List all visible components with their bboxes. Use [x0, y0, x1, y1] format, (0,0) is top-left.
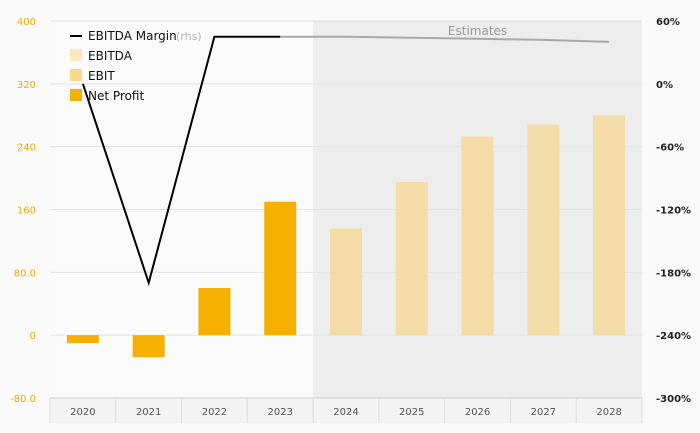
net-profit-bar [264, 201, 297, 336]
y-left-tick-label: 160 [17, 206, 36, 217]
net-profit-bar [330, 228, 362, 336]
x-tick-label: 2028 [596, 407, 621, 418]
y-right-tick-label: -180% [656, 268, 691, 279]
legend-swatch-ebit [70, 69, 82, 81]
x-axis-band [50, 398, 642, 423]
legend-label-ebit: EBIT [88, 69, 115, 83]
y-right-tick-label: -240% [656, 331, 691, 342]
y-right-tick-label: 0% [656, 80, 673, 91]
net-profit-bar [593, 115, 626, 336]
net-profit-bar [461, 136, 494, 336]
x-tick-label: 2020 [70, 407, 95, 418]
x-tick-label: 2021 [136, 407, 161, 418]
x-tick-label: 2023 [267, 407, 292, 418]
legend-label-ebitda-margin: EBITDA Margin [88, 29, 177, 43]
legend-label-net-profit: Net Profit [88, 89, 144, 103]
ebitda-margin-line-estimate [280, 35, 610, 43]
estimates-label: Estimates [448, 24, 507, 38]
y-right-tick-label: -300% [656, 394, 691, 405]
x-tick-label: 2026 [465, 407, 490, 418]
y-left-tick-label: 400 [17, 17, 36, 28]
y-left-tick-label: 80.0 [14, 268, 36, 279]
y-right-tick-label: -120% [656, 206, 691, 217]
y-left-tick-label: 0 [30, 331, 36, 342]
net-profit-bar [66, 335, 99, 344]
x-tick-label: 2027 [531, 407, 556, 418]
y-left-tick-label: -80.0 [10, 394, 36, 405]
x-tick-label: 2024 [333, 407, 358, 418]
x-tick-label: 2025 [399, 407, 424, 418]
y-left-tick-label: 320 [17, 80, 36, 91]
legend-swatch-net-profit [70, 89, 82, 101]
x-tick-label: 2022 [202, 407, 227, 418]
net-profit-bar [527, 124, 560, 336]
y-left-tick-label: 240 [17, 143, 36, 154]
legend-label-ebitda: EBITDA [88, 49, 133, 63]
y-right-tick-label: -60% [656, 143, 684, 154]
ebitda-margin-line [81, 35, 281, 287]
net-profit-bar [198, 288, 231, 336]
y-right-tick-label: 60% [656, 17, 680, 28]
legend-swatch-ebitda [70, 49, 82, 61]
legend-sublabel-rhs: (rhs) [176, 30, 202, 43]
net-profit-bar [132, 335, 165, 358]
net-profit-bar [395, 182, 428, 336]
